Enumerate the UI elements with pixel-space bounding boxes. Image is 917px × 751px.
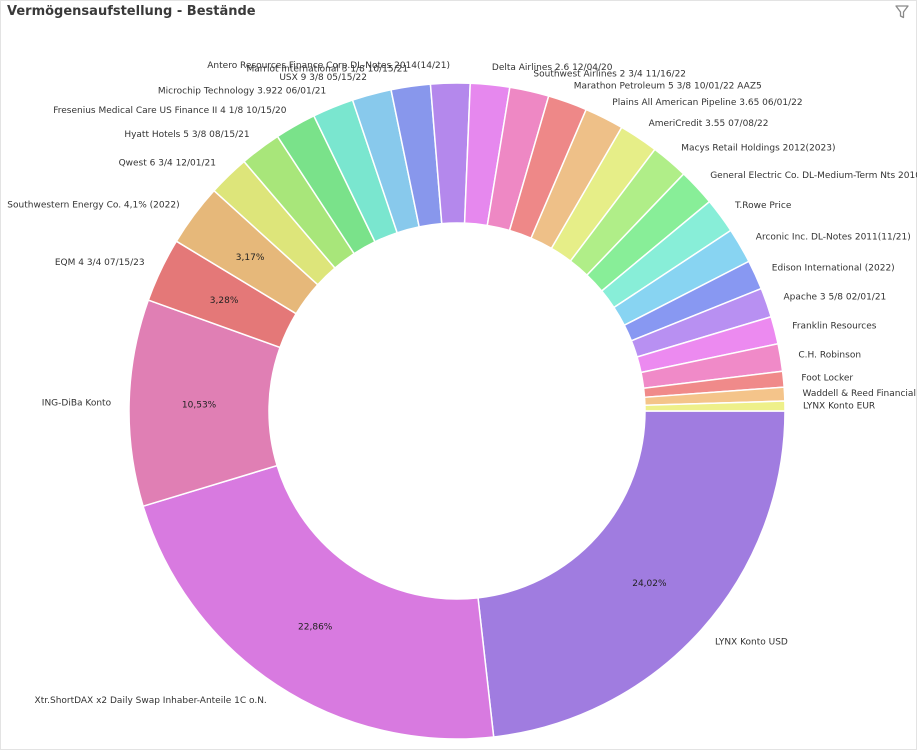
slice-percent-0: 24,02%: [632, 579, 667, 589]
slice-percent-4: 3,17%: [236, 253, 265, 263]
slice-label-0: LYNX Konto USD: [715, 638, 788, 648]
slice-labels: LYNX Konto USD 24,02% Xtr.ShortDAX x2 Dail…: [7, 61, 917, 706]
slice-label-11: Antero Resources Finance Corp.DL-Notes 2…: [207, 61, 450, 71]
slice-label-3: EQM 4 3/4 07/15/23: [55, 258, 145, 268]
slice-label-20: Arconic Inc. DL-Notes 2011(11/21): [756, 233, 911, 243]
slice-label-27: LYNX Konto EUR: [803, 402, 875, 412]
slice-label-13: Southwest Airlines 2 3/4 11/16/22: [533, 70, 686, 80]
slice-label-10: Marriot International 3 1/8 10/15/21: [247, 65, 409, 75]
slice-label-6: Hyatt Hotels 5 3/8 08/15/21: [124, 130, 249, 140]
slices: [128, 82, 786, 740]
slice-label-7: Fresenius Medical Care US Finance II 4 1…: [53, 106, 287, 116]
slice-27[interactable]: [644, 400, 786, 412]
slice-label-24: C.H. Robinson: [798, 351, 861, 361]
slice-label-1: Xtr.ShortDAX x2 Daily Swap Inhaber-Antei…: [35, 696, 267, 706]
slice-label-2: ING-DiBa Konto: [42, 398, 112, 408]
slice-label-4: Southwestern Energy Co. 4,1% (2022): [7, 200, 179, 210]
slice-percent-1: 22,86%: [298, 623, 333, 633]
slice-percent-3: 3,28%: [210, 296, 239, 306]
slice-label-23: Franklin Resources: [792, 322, 876, 332]
slice-label-5: Qwest 6 3/4 12/01/21: [119, 159, 216, 169]
slice-label-15: Plains All American Pipeline 3.65 06/01/…: [612, 98, 802, 108]
slice-label-12: Delta Airlines 2.6 12/04/20: [492, 63, 613, 73]
slice-label-22: Apache 3 5/8 02/01/21: [784, 293, 887, 303]
slice-percent-2: 10,53%: [182, 401, 217, 411]
slice-1[interactable]: [142, 464, 495, 740]
slice-label-26: Waddell & Reed Financial: [803, 389, 916, 399]
slice-label-14: Marathon Petroleum 5 3/8 10/01/22 AAZ5: [574, 81, 762, 91]
slice-label-9: USX 9 3/8 05/15/22: [279, 73, 367, 83]
slice-label-19: T.Rowe Price: [734, 201, 792, 211]
filter-funnel-icon[interactable]: [894, 4, 910, 20]
slice-label-25: Foot Locker: [801, 373, 853, 383]
slice-label-8: Microchip Technology 3.922 06/01/21: [158, 87, 326, 97]
slice-label-18: General Electric Co. DL-Medium-Term Nts …: [710, 171, 917, 181]
slice-label-17: Macys Retail Holdings 2012(2023): [681, 144, 835, 154]
slice-0[interactable]: [477, 410, 786, 738]
panel-title: Vermögensaufstellung - Bestände: [7, 4, 256, 19]
slice-label-16: AmeriCredit 3.55 07/08/22: [649, 119, 769, 129]
slice-label-21: Edison International (2022): [772, 263, 895, 273]
